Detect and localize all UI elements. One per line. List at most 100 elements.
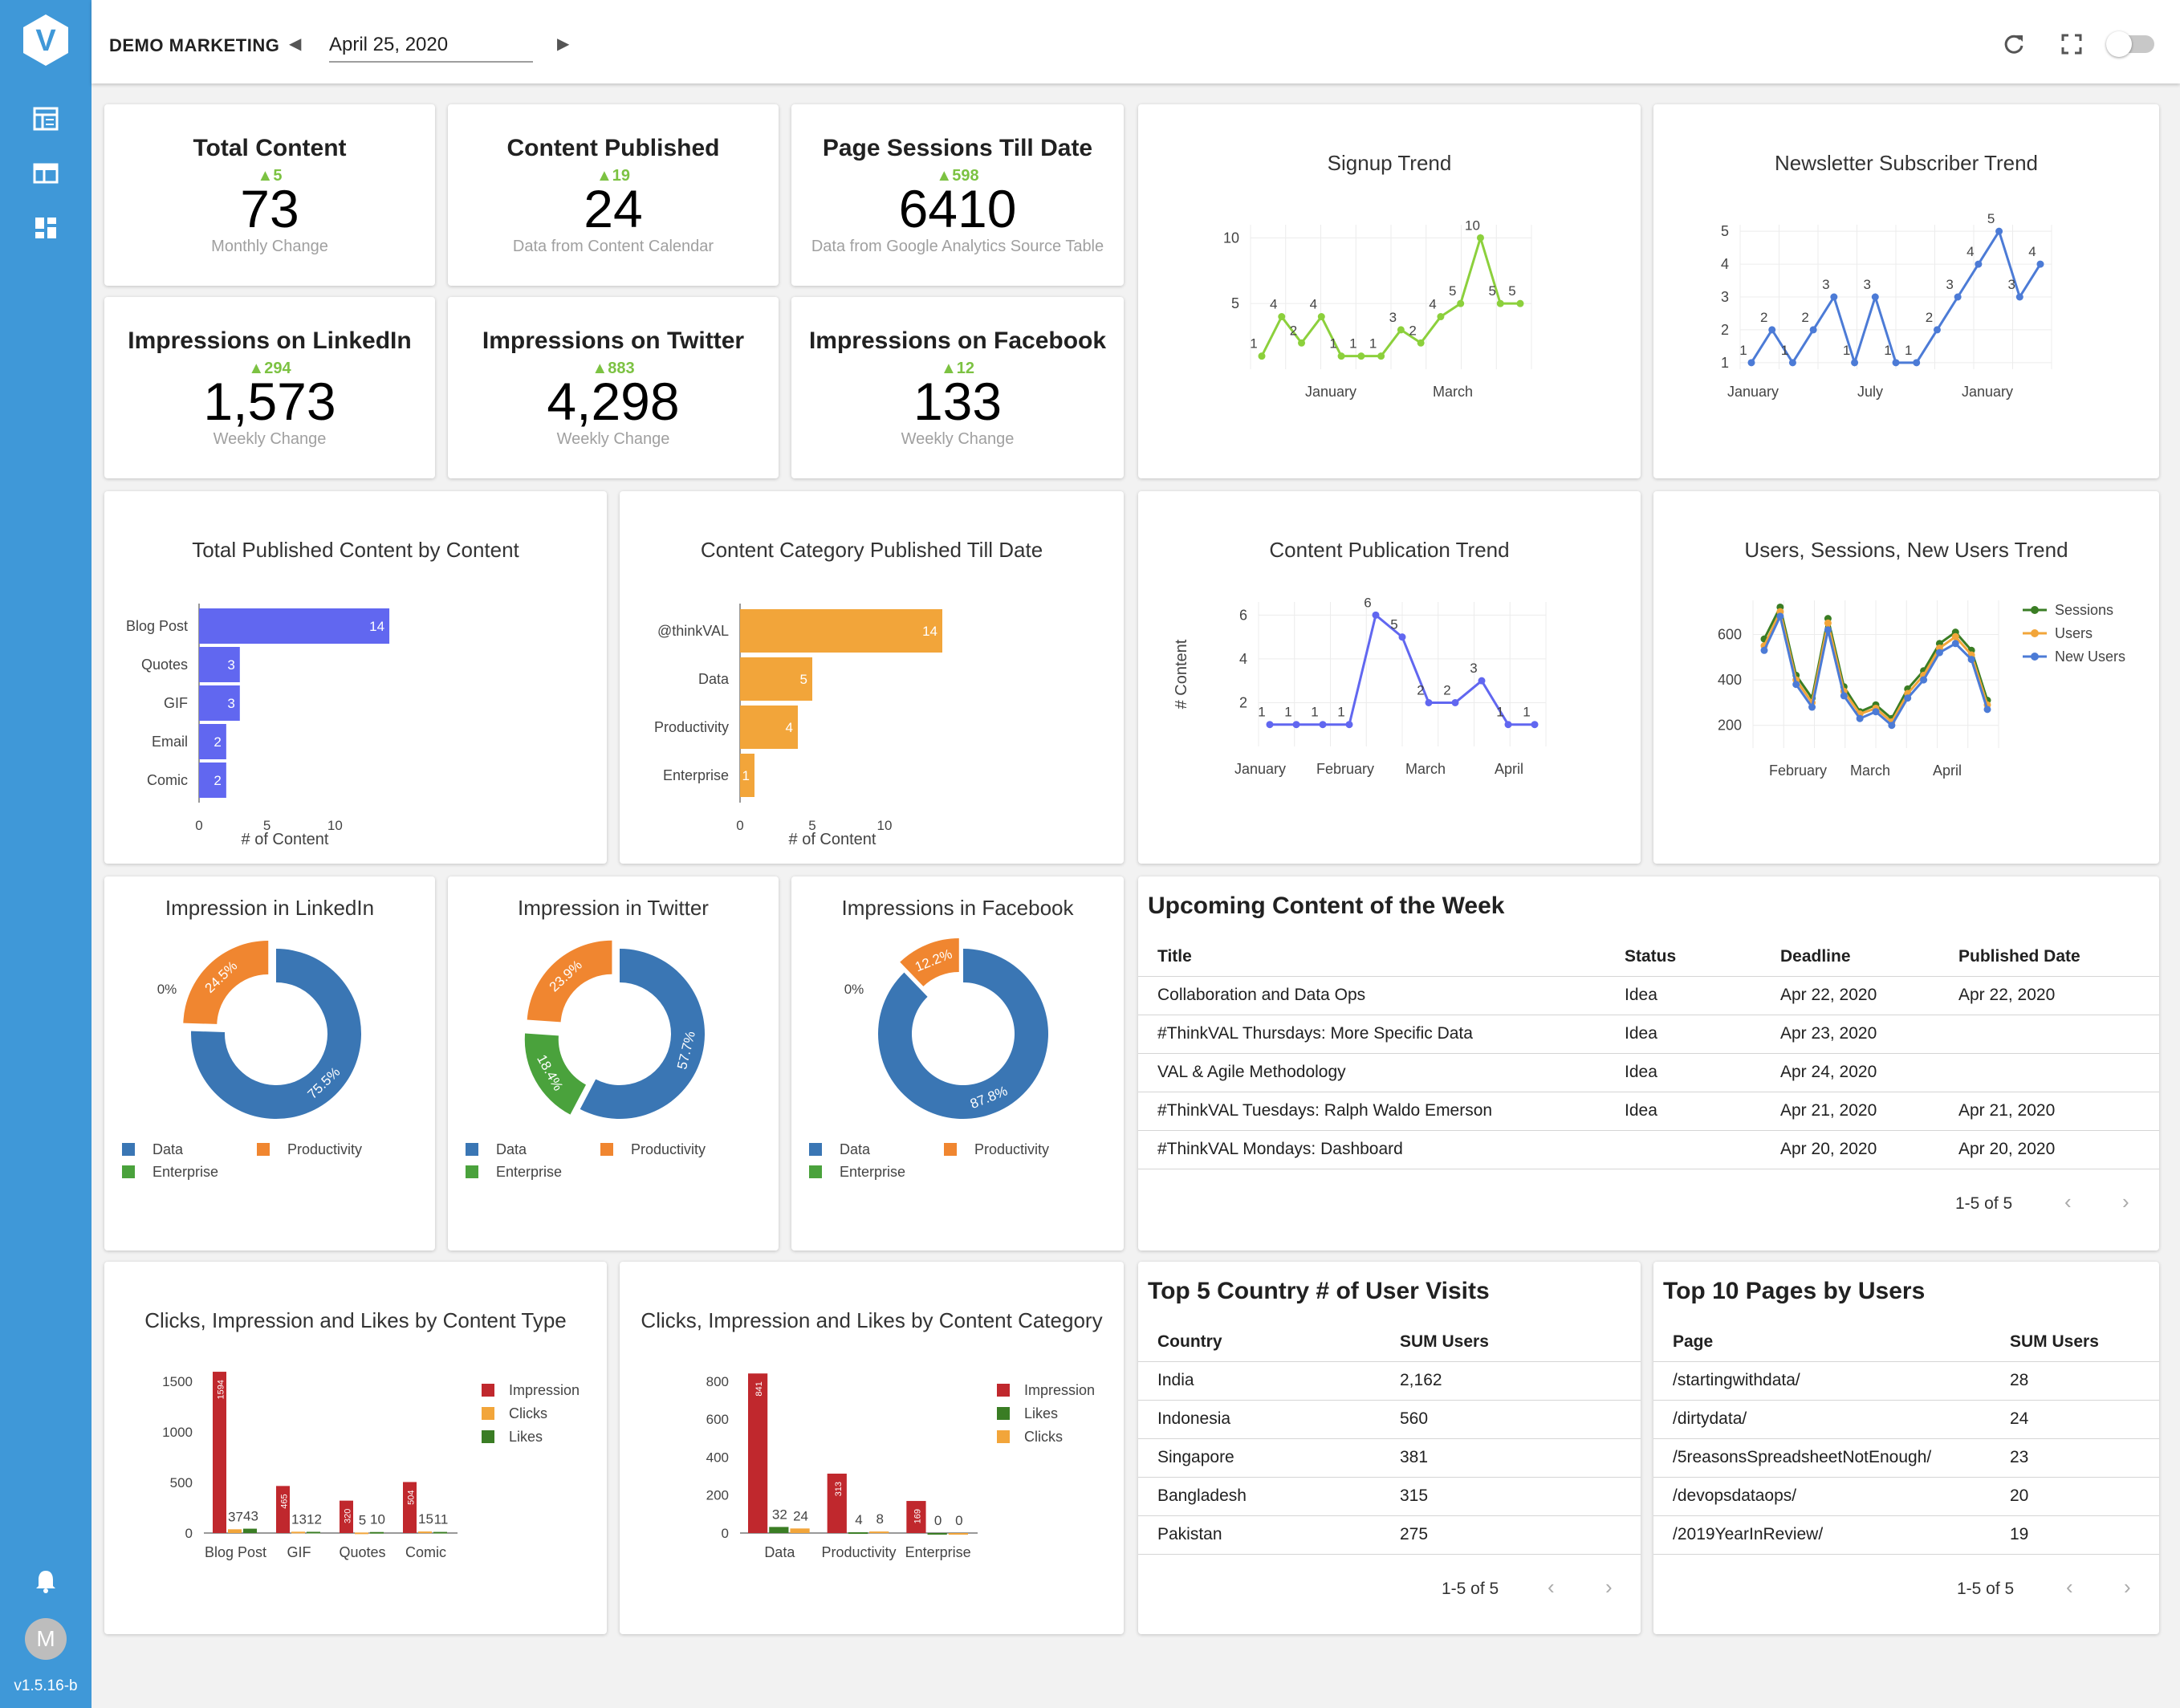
next-page-chevron-icon[interactable]: › xyxy=(2122,1190,2129,1214)
previous-page-chevron-icon[interactable]: ‹ xyxy=(2064,1190,2072,1214)
table-row[interactable]: VAL & Agile Methodology Idea Apr 24, 2020 xyxy=(1138,1053,2159,1092)
column-header[interactable]: Title xyxy=(1138,937,1605,977)
theme-toggle-switch[interactable] xyxy=(2106,31,2154,57)
fullscreen-icon[interactable] xyxy=(2058,31,2085,58)
category-label: Enterprise xyxy=(663,767,729,783)
legend-label: Productivity xyxy=(974,1141,1049,1157)
y-tick-label: 3 xyxy=(1721,289,1729,305)
previous-page-chevron-icon[interactable]: ‹ xyxy=(2066,1575,2073,1599)
table-row[interactable]: /5reasonsSpreadsheetNotEnough/23 xyxy=(1653,1438,2159,1478)
table-row[interactable]: /2019YearInReview/19 xyxy=(1653,1515,2159,1555)
bar-value-label: 32 xyxy=(772,1507,787,1522)
cell: 24 xyxy=(1991,1400,2159,1439)
kpi-card-linkedin-impressions: Impressions on LinkedIn ▲294 1,573 Weekl… xyxy=(104,297,435,478)
x-tick-label: March xyxy=(1405,761,1446,777)
x-tick-label: January xyxy=(1305,384,1356,400)
table-row[interactable]: Bangladesh 315 xyxy=(1138,1477,1641,1516)
table-header-row: Title Status Deadline Published Date xyxy=(1138,937,2159,977)
kpi-subtitle: Weekly Change xyxy=(213,430,327,448)
column-header[interactable]: Published Date xyxy=(1939,937,2159,977)
table-row[interactable]: Collaboration and Data Ops Idea Apr 22, 20… xyxy=(1138,976,2159,1015)
bar-value-label: 13 xyxy=(291,1511,307,1527)
web-icon[interactable] xyxy=(31,159,60,188)
table-row[interactable]: Indonesia 560 xyxy=(1138,1400,1641,1439)
date-picker-input[interactable] xyxy=(329,29,533,63)
bar-value-label: 3 xyxy=(227,657,234,673)
user-avatar[interactable]: M xyxy=(25,1618,67,1660)
data-point xyxy=(1292,721,1300,729)
users-sessions-chart: 200 400 600 February March April Sessions Users… xyxy=(1718,600,2125,779)
legend-marker xyxy=(2031,606,2039,614)
table-row[interactable]: #ThinkVAL Tuesdays: Ralph Waldo Emerson I… xyxy=(1138,1092,2159,1131)
next-page-chevron-icon[interactable]: › xyxy=(1605,1575,1613,1599)
series-line xyxy=(1260,234,1520,358)
dashboard-icon[interactable] xyxy=(31,214,60,242)
bar xyxy=(355,1532,368,1535)
legend-swatch xyxy=(482,1430,494,1443)
cell: Apr 22, 2020 xyxy=(1761,976,1939,1015)
column-header[interactable]: Status xyxy=(1605,937,1761,977)
notification-bell-icon[interactable] xyxy=(31,1567,60,1596)
bar xyxy=(291,1531,305,1534)
table-row[interactable]: #ThinkVAL Mondays: Dashboard Apr 20, 2020… xyxy=(1138,1130,2159,1169)
x-tick-label: 0 xyxy=(736,818,743,833)
data-point xyxy=(1451,698,1459,706)
data-label: 2 xyxy=(1443,682,1450,697)
bar xyxy=(740,657,812,701)
bar-value-label: 1594 xyxy=(217,1380,226,1399)
table-row[interactable]: Singapore 381 xyxy=(1138,1438,1641,1478)
data-label: 4 xyxy=(1310,297,1317,312)
column-header[interactable]: SUM Users xyxy=(1991,1323,2159,1362)
data-point xyxy=(1496,299,1504,307)
data-label: 4 xyxy=(1429,297,1436,312)
bar xyxy=(199,685,240,721)
data-label: 5 xyxy=(1449,283,1456,299)
table-header-row: Country SUM Users xyxy=(1138,1323,1641,1362)
column-header[interactable]: Deadline xyxy=(1761,937,1939,977)
data-point xyxy=(1504,721,1512,729)
report-icon[interactable] xyxy=(31,104,60,133)
next-page-chevron-icon[interactable]: › xyxy=(2124,1575,2131,1599)
bar-value-label: 169 xyxy=(913,1509,922,1523)
data-point xyxy=(1851,359,1859,367)
category-label: Blog Post xyxy=(126,618,188,634)
bar-value-label: 465 xyxy=(280,1494,290,1508)
table-row[interactable]: India 2,162 xyxy=(1138,1361,1641,1401)
data-point xyxy=(1808,703,1816,711)
column-header[interactable]: Page xyxy=(1653,1323,1991,1362)
bar xyxy=(307,1531,320,1534)
category-label: @thinkVAL xyxy=(657,623,729,639)
bar-value-label: 4 xyxy=(855,1512,862,1527)
previous-date-arrow-icon[interactable]: ◀ xyxy=(289,35,302,53)
cell: 20 xyxy=(1991,1477,2159,1516)
data-label: 1 xyxy=(1258,705,1265,720)
data-label: 3 xyxy=(1864,277,1871,292)
table-row[interactable]: /startingwithdata/28 xyxy=(1653,1361,2159,1401)
data-label: 1 xyxy=(1337,705,1344,720)
category-label: Comic xyxy=(405,1544,446,1560)
chart-title: Impression in LinkedIn xyxy=(165,896,375,920)
cell xyxy=(1605,1130,1761,1169)
previous-page-chevron-icon[interactable]: ‹ xyxy=(1548,1575,1555,1599)
table-row[interactable]: Pakistan 275 xyxy=(1138,1515,1641,1555)
table-row[interactable]: #ThinkVAL Thursdays: More Specific Data I… xyxy=(1138,1015,2159,1054)
refresh-icon[interactable] xyxy=(2000,31,2027,58)
data-label: 2 xyxy=(1409,323,1416,338)
app-logo-icon[interactable]: V xyxy=(21,13,71,67)
table-row[interactable]: /devopsdataops/20 xyxy=(1653,1477,2159,1516)
cell: Idea xyxy=(1605,1053,1761,1092)
bar xyxy=(927,1533,947,1535)
cell: #ThinkVAL Tuesdays: Ralph Waldo Emerson xyxy=(1138,1092,1605,1131)
column-header[interactable]: Country xyxy=(1138,1323,1381,1362)
next-date-arrow-icon[interactable]: ▶ xyxy=(557,35,570,53)
column-header[interactable]: SUM Users xyxy=(1381,1323,1641,1362)
kpi-delta: ▲19 xyxy=(596,167,631,185)
cell: /5reasonsSpreadsheetNotEnough/ xyxy=(1653,1438,1991,1478)
table-row[interactable]: /dirtydata/24 xyxy=(1653,1400,2159,1439)
data-point xyxy=(1372,611,1380,619)
y-tick-label: 600 xyxy=(706,1412,729,1427)
kpi-title: Content Published xyxy=(506,135,720,161)
